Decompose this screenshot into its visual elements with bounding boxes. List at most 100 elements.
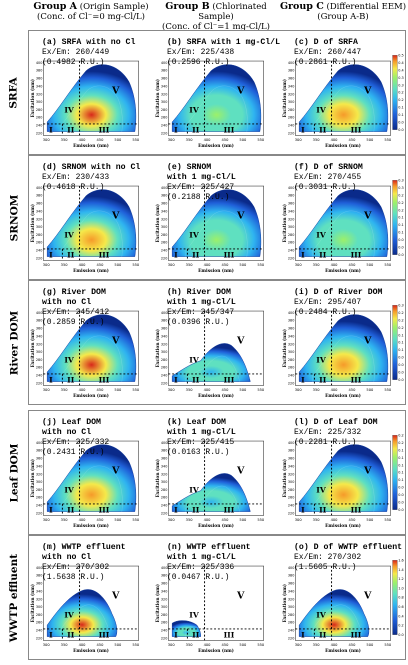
x-axis-label: Emission (nm) bbox=[198, 269, 234, 274]
region-label-III: III bbox=[351, 126, 362, 135]
color-bar-tick: 1.6 bbox=[398, 559, 403, 563]
y-tick-label: 360 bbox=[161, 77, 168, 81]
y-tick-label: 240 bbox=[161, 504, 168, 508]
y-tick-label: 220 bbox=[288, 256, 295, 260]
peak-intensity: (0.3031 R.U.) bbox=[294, 183, 357, 192]
region-label-IV: IV bbox=[64, 356, 75, 365]
row-frame bbox=[28, 410, 406, 535]
y-tick-label: 320 bbox=[36, 342, 43, 346]
eem-contour bbox=[298, 589, 370, 637]
column-title: Group B bbox=[165, 1, 210, 12]
color-bar-tick: 0.03 bbox=[398, 370, 404, 374]
y-tick-label: 320 bbox=[161, 92, 168, 96]
x-tick-label: 300 bbox=[43, 518, 51, 522]
y-tick-label: 400 bbox=[36, 441, 43, 445]
region-label-II: II bbox=[192, 631, 200, 640]
y-tick-label: 380 bbox=[288, 319, 295, 323]
peak-exem: Ex/Em: 270/302 bbox=[42, 563, 110, 572]
y-tick-label: 240 bbox=[288, 374, 295, 378]
region-label-II: II bbox=[67, 251, 75, 260]
x-tick-label: 550 bbox=[132, 643, 140, 647]
row-label: SRNOM bbox=[0, 155, 28, 280]
eem-contour bbox=[171, 343, 251, 382]
x-tick-label: 450 bbox=[349, 643, 357, 647]
row-label: Leaf DOM bbox=[0, 410, 28, 535]
x-tick-label: 400 bbox=[204, 263, 212, 267]
y-axis-label: Excitation (nm) bbox=[156, 79, 161, 117]
x-tick-label: 550 bbox=[384, 388, 392, 392]
y-tick-label: 280 bbox=[288, 108, 295, 112]
y-tick-label: 340 bbox=[36, 334, 43, 338]
y-tick-label: 300 bbox=[288, 605, 295, 609]
color-bar-tick: 0.37 bbox=[398, 76, 404, 80]
region-label-V: V bbox=[111, 590, 120, 601]
y-tick-label: 240 bbox=[161, 249, 168, 253]
y-tick-label: 220 bbox=[161, 636, 168, 640]
row-label-text: SRNOM bbox=[8, 194, 20, 241]
y-tick-label: 260 bbox=[288, 496, 295, 500]
y-tick-label: 240 bbox=[161, 374, 168, 378]
x-tick-label: 500 bbox=[114, 518, 122, 522]
x-tick-label: 400 bbox=[79, 138, 87, 142]
region-label-I: I bbox=[49, 376, 53, 385]
region-label-II: II bbox=[192, 376, 200, 385]
y-tick-label: 280 bbox=[161, 488, 168, 492]
region-label-V: V bbox=[236, 335, 245, 346]
y-tick-label: 380 bbox=[161, 194, 168, 198]
x-tick-label: 350 bbox=[186, 263, 194, 267]
region-label-III: III bbox=[224, 251, 235, 260]
panel-title: (g) River DOM bbox=[42, 288, 106, 297]
x-tick-label: 400 bbox=[79, 388, 87, 392]
y-tick-label: 260 bbox=[288, 241, 295, 245]
peak-exem: Ex/Em: 295/407 bbox=[294, 298, 362, 307]
eem-contour bbox=[46, 64, 137, 132]
color-bar-tick: 0.27 bbox=[398, 311, 404, 315]
panel-subtitle: with 1 mg-Cl/L bbox=[167, 298, 236, 307]
panel-annotation: (n) WWTP effluent with 1 mg-Cl/L Ex/Em: 22… bbox=[167, 543, 251, 583]
eem-contour bbox=[171, 473, 251, 512]
y-tick-label: 320 bbox=[288, 92, 295, 96]
peak-intensity: (0.0163 R.U.) bbox=[167, 448, 230, 457]
x-tick-label: 400 bbox=[79, 518, 87, 522]
panel-title: (b) SRFA with 1 mg-Cl/L bbox=[167, 38, 281, 47]
region-label-III: III bbox=[224, 376, 235, 385]
x-tick-label: 300 bbox=[295, 138, 303, 142]
y-tick-label: 320 bbox=[288, 472, 295, 476]
eem-panel: I II III IV V 300 350 400 450 500 550 220 240 260 280 3… bbox=[155, 414, 277, 531]
x-tick-label: 500 bbox=[114, 388, 122, 392]
color-bar-tick: 0.0 bbox=[398, 508, 403, 512]
eem-contour bbox=[171, 64, 262, 132]
eem-panel: I II III IV V 300 350 400 450 500 550 220 240 260 280 3… bbox=[155, 159, 277, 276]
panel-subtitle: with no Cl bbox=[42, 428, 92, 437]
color-bar-tick: 0.05 bbox=[398, 120, 404, 124]
x-tick-label: 300 bbox=[43, 643, 51, 647]
region-label-I: I bbox=[49, 631, 53, 640]
color-bar-tick: 0.18 bbox=[398, 333, 404, 337]
color-bar-tick: 0.0 bbox=[398, 633, 403, 637]
color-bar-tick: 0.27 bbox=[398, 193, 404, 197]
peak-intensity: (0.4618 R.U.) bbox=[42, 183, 105, 192]
y-tick-label: 380 bbox=[288, 69, 295, 73]
x-axis-label: Emission (nm) bbox=[198, 649, 234, 654]
peak-exem: Ex/Em: 225/438 bbox=[167, 48, 235, 57]
y-tick-label: 340 bbox=[36, 209, 43, 213]
y-axis-label: Excitation (nm) bbox=[31, 79, 36, 117]
y-tick-label: 340 bbox=[161, 209, 168, 213]
y-tick-label: 300 bbox=[161, 605, 168, 609]
x-tick-label: 300 bbox=[168, 643, 176, 647]
peak-exem: Ex/Em: 225/332 bbox=[294, 428, 362, 437]
color-bar-tick: 0.24 bbox=[398, 318, 404, 322]
x-tick-label: 550 bbox=[384, 643, 392, 647]
y-axis-label: Excitation (nm) bbox=[31, 329, 36, 367]
panel-title: (o) D of WWTP effluent bbox=[294, 543, 403, 552]
region-label-IV: IV bbox=[316, 231, 327, 240]
y-axis-label: Excitation (nm) bbox=[31, 584, 36, 622]
y-tick-label: 400 bbox=[161, 186, 168, 190]
x-tick-label: 550 bbox=[132, 138, 140, 142]
region-label-III: III bbox=[224, 126, 235, 135]
x-tick-label: 300 bbox=[295, 643, 303, 647]
y-tick-label: 320 bbox=[36, 217, 43, 221]
region-label-V: V bbox=[236, 590, 245, 601]
y-tick-label: 220 bbox=[288, 131, 295, 135]
region-label-V: V bbox=[363, 465, 372, 476]
